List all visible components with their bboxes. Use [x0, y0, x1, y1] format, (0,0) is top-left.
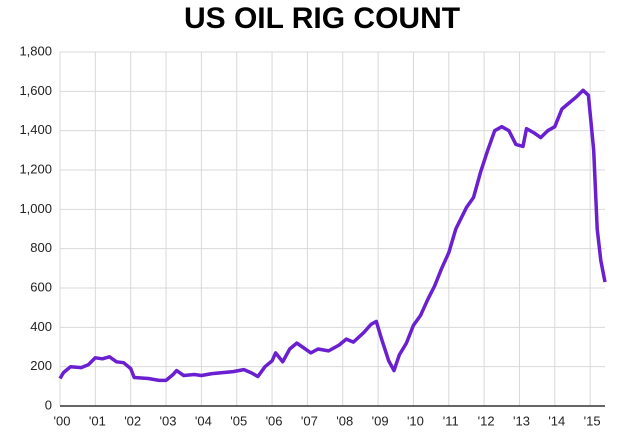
- y-tick-label: 1,800: [19, 43, 52, 58]
- x-tick-label: '02: [124, 413, 141, 428]
- x-tick-label: '03: [160, 413, 177, 428]
- x-tick-label: '00: [54, 413, 71, 428]
- y-tick-label: 1,200: [19, 161, 52, 176]
- x-tick-label: '04: [195, 413, 212, 428]
- data-line: [58, 88, 607, 383]
- y-tick-label: 800: [30, 240, 52, 255]
- x-tick-label: '12: [478, 413, 495, 428]
- x-tick-label: '15: [584, 413, 601, 428]
- y-tick-label: 400: [30, 319, 52, 334]
- x-tick-label: '08: [336, 413, 353, 428]
- x-tick-label: '10: [407, 413, 424, 428]
- y-tick-label: 1,400: [19, 122, 52, 137]
- x-tick-label: '13: [513, 413, 530, 428]
- x-tick-label: '07: [301, 413, 318, 428]
- y-tick-label: 1,600: [19, 83, 52, 98]
- x-tick-label: '14: [548, 413, 565, 428]
- x-tick-label: '06: [266, 413, 283, 428]
- x-tick-label: '11: [443, 413, 459, 428]
- y-tick-label: 1,000: [19, 201, 52, 216]
- x-tick-label: '01: [89, 413, 106, 428]
- x-tick-label: '09: [372, 413, 389, 428]
- y-tick-label: 600: [30, 279, 52, 294]
- y-tick-label: 200: [30, 358, 52, 373]
- y-tick-label: 0: [45, 397, 52, 412]
- x-tick-label: '05: [230, 413, 247, 428]
- chart-title: US OIL RIG COUNT: [184, 2, 460, 35]
